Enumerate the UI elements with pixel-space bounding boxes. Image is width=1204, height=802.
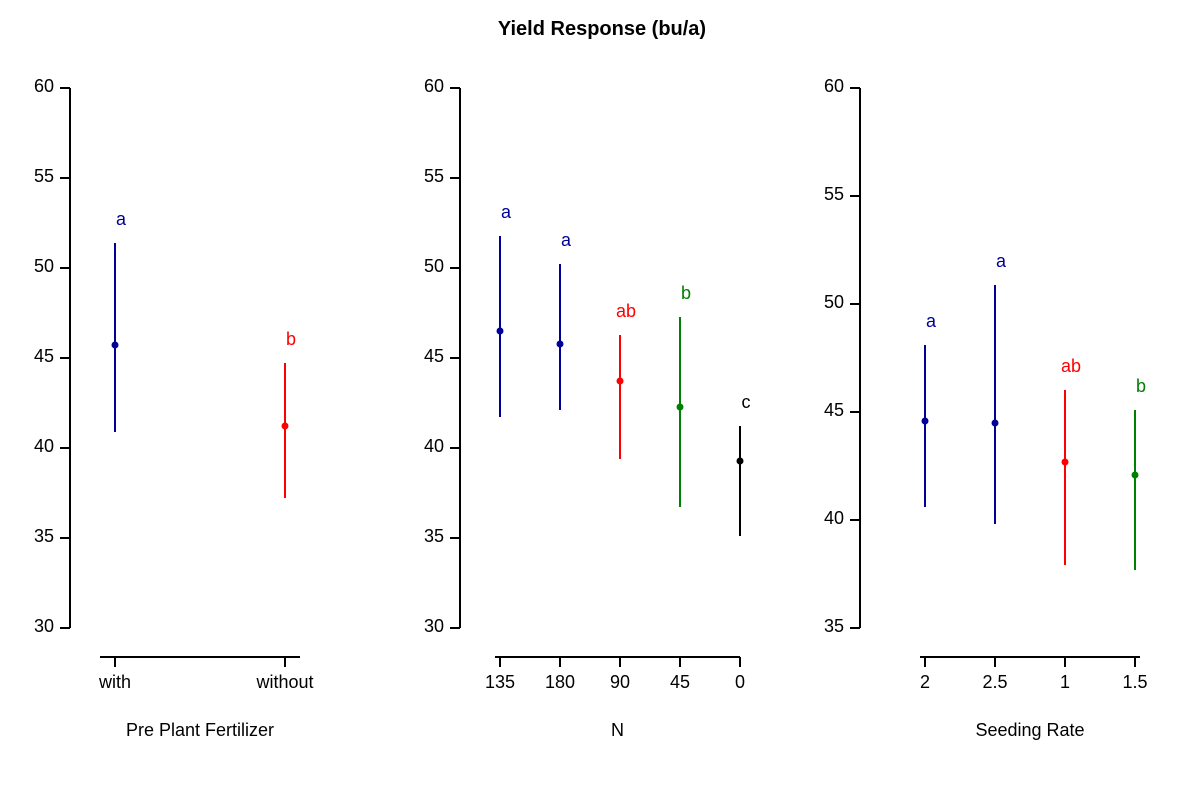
y-tick-label: 40 (824, 508, 844, 529)
group-letter: a (996, 251, 1006, 272)
chart-container: Yield Response (bu/a) 30354045505560with… (0, 0, 1204, 802)
y-tick (850, 411, 860, 413)
error-line (924, 345, 926, 507)
error-line (1134, 410, 1136, 570)
x-tick-label: 2.5 (982, 672, 1007, 693)
y-tick-label: 55 (824, 184, 844, 205)
y-tick (850, 87, 860, 89)
panel-xlabel: Seeding Rate (975, 720, 1084, 741)
error-line (1064, 390, 1066, 565)
x-tick-label: 1 (1060, 672, 1070, 693)
y-tick (850, 519, 860, 521)
group-letter: ab (1061, 356, 1081, 377)
point-marker (992, 419, 999, 426)
y-tick-label: 50 (824, 292, 844, 313)
y-axis-line (859, 88, 861, 628)
y-tick (850, 195, 860, 197)
point-marker (1062, 458, 1069, 465)
x-tick (924, 657, 926, 667)
y-tick-label: 35 (824, 616, 844, 637)
y-tick-label: 45 (824, 400, 844, 421)
x-tick (1064, 657, 1066, 667)
point-marker (1132, 471, 1139, 478)
group-letter: b (1136, 376, 1146, 397)
x-axis-line (920, 656, 1140, 658)
x-tick-label: 1.5 (1122, 672, 1147, 693)
group-letter: a (926, 311, 936, 332)
error-line (994, 285, 996, 525)
y-tick (850, 303, 860, 305)
point-marker (922, 417, 929, 424)
x-tick (994, 657, 996, 667)
y-tick (850, 627, 860, 629)
x-tick (1134, 657, 1136, 667)
x-tick-label: 2 (920, 672, 930, 693)
y-tick-label: 60 (824, 76, 844, 97)
panel-seeding-rate: 35 40 45 50 55 60 2 a 2.5 a 1 ab 1.5 b Seeding Rate (0, 0, 1204, 802)
